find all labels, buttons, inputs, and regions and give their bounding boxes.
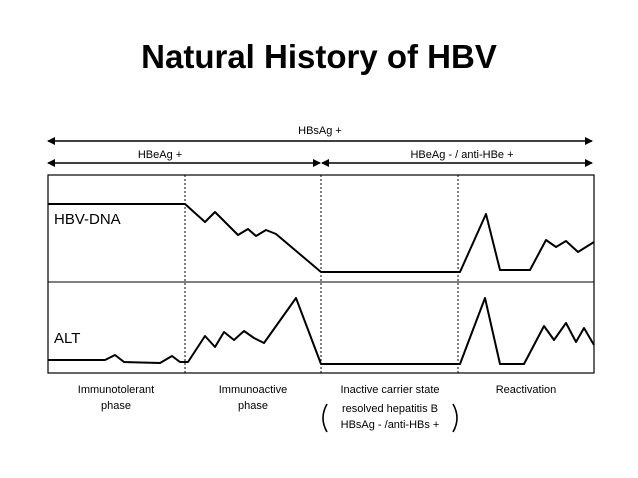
alt-label: ALT	[54, 330, 80, 347]
hbeag-negative-label: HBeAg - / anti-HBe +	[410, 149, 513, 161]
hbv-dna-curve	[48, 203, 595, 273]
phase-reactivation-line1: Reactivation	[496, 384, 557, 396]
right-brace	[452, 403, 458, 433]
left-brace	[322, 403, 328, 433]
phase-immunoactive-line1: Immunoactive	[219, 384, 287, 396]
phase-immunotolerant-line1: Immunotolerant	[78, 384, 154, 396]
phase-immunoactive-line2: phase	[238, 400, 268, 412]
slide-title: Natural History of HBV	[141, 38, 497, 75]
hbeag-positive-label: HBeAg +	[138, 149, 182, 161]
phase-inactive-carrier-note2: HBsAg - /anti-HBs +	[341, 419, 440, 431]
hbv-dna-label: HBV-DNA	[54, 211, 121, 228]
phase-inactive-carrier-note1: resolved hepatitis B	[342, 403, 438, 415]
phase-inactive-carrier-line1: Inactive carrier state	[340, 384, 439, 396]
phase-immunotolerant-line2: phase	[101, 400, 131, 412]
hbsag-arrow-label: HBsAg +	[298, 125, 342, 137]
alt-curve	[48, 297, 595, 365]
